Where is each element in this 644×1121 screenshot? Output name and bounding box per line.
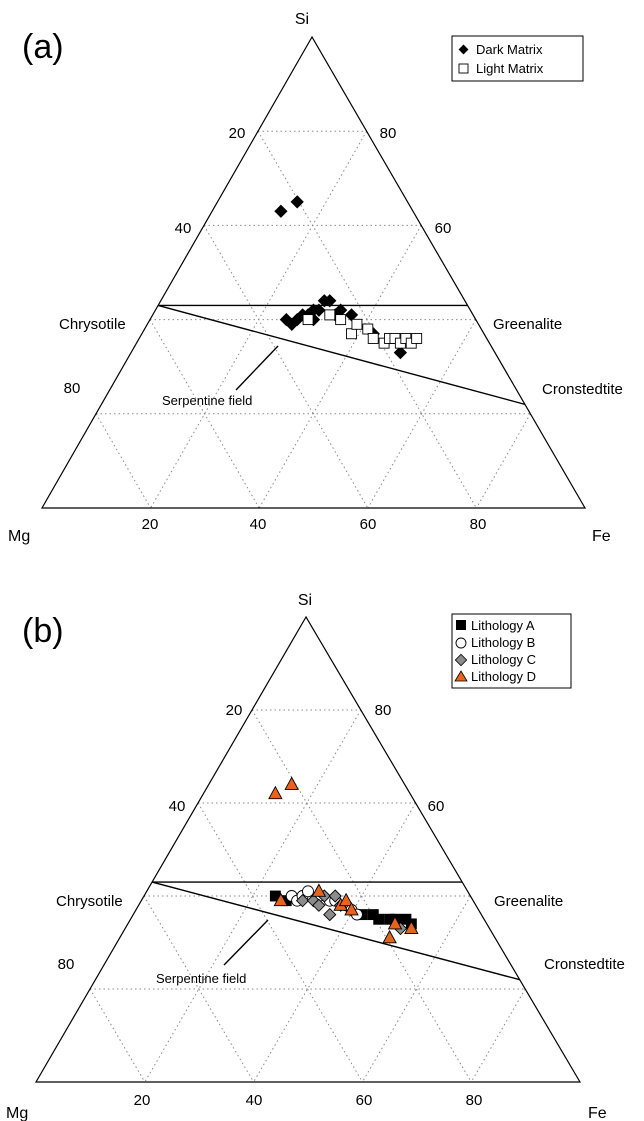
panel-b-point-lithology-d [268,785,283,800]
legend-label-lithology-b: Lithology B [471,635,535,650]
legend-marker-lithology-b [455,637,467,649]
panel-b-point-lithology-d [382,929,397,944]
panel-a-point-light-matrix [302,314,314,326]
panel-b-point-lithology-d [404,920,419,934]
panel-b-point-lithology-d [273,892,289,907]
panel-b-points [268,776,419,944]
panel-b-vertex-left: Mg [6,1105,28,1121]
panel-a-point-light-matrix [346,328,357,340]
panel-a-point-dark-matrix [323,294,337,308]
panel-a-cronstedtite-label: Cronstedtite [542,381,623,398]
legend-marker-light-matrix [458,63,469,74]
panel-a-point-light-matrix [411,332,423,344]
legend-label-lithology-d: Lithology D [471,669,536,684]
panel-b-point-lithology-d [284,776,299,790]
panel-b-left-tick: 40 [169,798,186,815]
panel-b: (b) Si Mg Fe 20 40 80 80 60 20 40 60 80 … [6,592,625,1121]
legend-label-light-matrix: Light Matrix [476,61,544,76]
panel-a-vertex-left: Mg [8,528,30,545]
panel-a-gridline [95,413,152,509]
panel-a-point-dark-matrix [290,195,304,209]
panel-a-point-dark-matrix [274,204,288,218]
panel-b-chrysotile-label: Chrysotile [56,893,123,910]
panel-a-left-tick: 40 [175,220,192,237]
panel-a-gridline [257,130,477,509]
panel-b-field-pointer [223,919,269,966]
panel-b-bottom-tick: 60 [356,1092,373,1109]
panel-b-point-lithology-d [338,892,354,907]
panel-a-point-dark-matrix [393,345,408,360]
panel-b-chrysotile-cronstedtite-line [151,881,520,981]
panel-a-frame [40,35,587,509]
panel-b-gridline [470,988,526,1083]
panel-a-vertex-top: Si [295,11,309,28]
panel-a-chrysotile-label: Chrysotile [59,316,126,333]
panel-b-point-lithology-c [328,889,342,903]
panel-a-field-label: Serpentine field [162,393,252,408]
panel-a-points [274,195,423,360]
panel-b-bottom-tick: 20 [134,1092,151,1109]
panel-a-right-tick: 80 [380,125,397,142]
panel-b-point-lithology-d [387,915,403,930]
panel-a-gridline [258,225,422,509]
panel-a-point-light-matrix [335,314,347,326]
panel-b-left-tick: 80 [58,956,75,973]
panel-b-left-tick: 20 [226,702,243,719]
panel-b-vertex-right: Fe [588,1105,607,1121]
panel-b-point-lithology-c [295,894,310,908]
panel-a: (a) Si Mg Fe 20 40 80 80 60 20 40 60 80 … [8,11,623,545]
panel-b-tie-lines [151,881,520,981]
panel-a-point-dark-matrix [312,303,326,317]
panel-a-triangle-frame [40,35,587,509]
panel-a-bottom-tick: 60 [360,516,377,533]
panel-a-greenalite-label: Greenalite [493,316,562,333]
panel-b-gridline [197,802,363,1083]
panel-a-gridline [150,130,368,509]
legend-label-dark-matrix: Dark Matrix [476,42,543,57]
panel-a-bottom-tick: 80 [470,516,487,533]
panel-a-legend: Dark Matrix Light Matrix [451,35,584,82]
panel-a-bottom-tick: 20 [142,516,159,533]
panel-b-label: (b) [22,612,64,650]
panel-b-point-lithology-c [312,898,326,912]
panel-a-point-light-matrix [351,318,363,330]
panel-b-gridline [89,988,146,1083]
panel-b-vertex-top: Si [298,592,312,609]
panel-a-point-light-matrix [367,332,379,344]
panel-a-right-tick: 60 [435,220,452,237]
panel-b-point-lithology-a [373,913,385,925]
panel-a-chrysotile-cronstedtite-line [157,304,526,406]
panel-a-left-tick: 80 [64,380,81,397]
panel-b-triangle-frame [34,615,582,1083]
legend-marker-lithology-d [454,670,468,682]
panel-b-bottom-tick: 80 [466,1092,483,1109]
legend-marker-lithology-c [454,653,468,667]
panel-b-right-tick: 80 [375,702,392,719]
legend-marker-lithology-a [456,620,466,630]
panel-a-bottom-tick: 40 [250,516,267,533]
panel-b-frame [34,615,582,1083]
panel-a-vertex-right: Fe [592,528,611,545]
panel-a-field-pointer [235,345,279,391]
panel-b-right-tick: 60 [428,798,445,815]
legend-label-lithology-a: Lithology A [471,618,535,633]
panel-a-gridline [367,319,477,509]
panel-b-bottom-tick: 40 [246,1092,263,1109]
panel-b-point-lithology-d [311,883,327,897]
panel-b-point-lithology-d [344,902,359,916]
panel-a-point-light-matrix [362,323,374,335]
panel-b-point-lithology-b [302,885,314,898]
legend-label-lithology-c: Lithology C [471,652,536,667]
panel-a-gridline [475,413,531,509]
panel-b-point-lithology-c [323,907,337,922]
panel-a-label: (a) [22,28,64,66]
panel-b-legend: Lithology A Lithology B Lithology C Lith… [451,613,572,689]
panel-a-gridline [203,225,369,509]
panel-a-left-tick: 20 [229,125,246,142]
panel-a-point-light-matrix [324,309,336,321]
panel-b-cronstedtite-label: Cronstedtite [544,956,625,973]
panel-b-field-label: Serpentine field [156,971,246,986]
panel-b-greenalite-label: Greenalite [494,893,563,910]
